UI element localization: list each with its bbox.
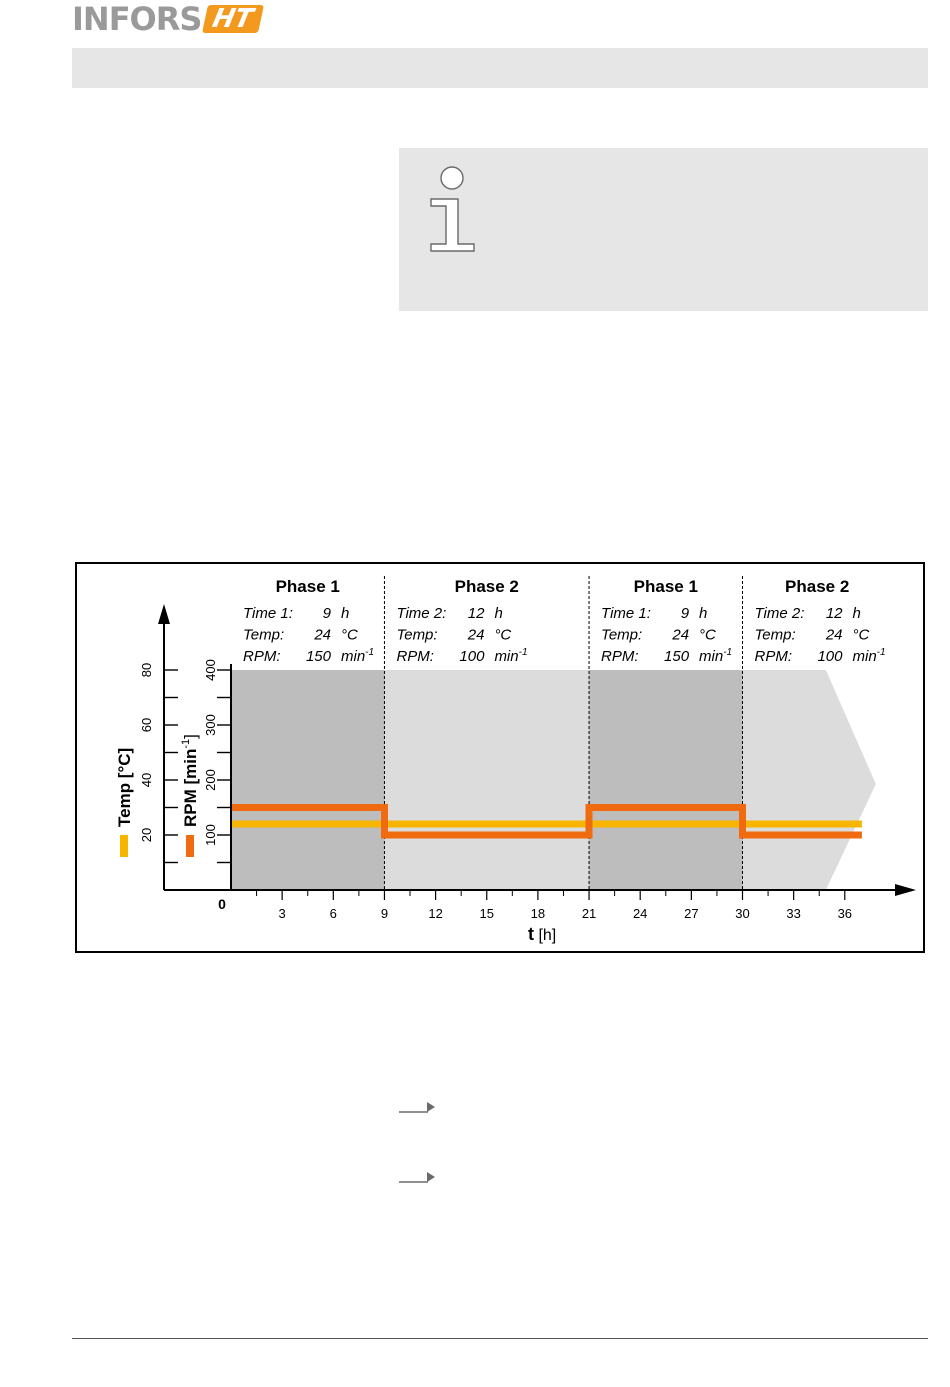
x-tick-label: 15 xyxy=(480,906,494,921)
temp-axis-title: Temp [°C] xyxy=(115,748,134,827)
infors-ht-logo: INFORS HT xyxy=(72,0,264,38)
phase-param-label: RPM: xyxy=(601,648,639,665)
phase-param-label: RPM: xyxy=(243,648,281,665)
phase-param-label: Temp: xyxy=(755,627,796,644)
phase-param-value: 9 xyxy=(681,605,690,622)
x-tick-label: 21 xyxy=(582,906,596,921)
phase-param-unit: °C xyxy=(494,627,511,644)
phase-param-unit: h xyxy=(853,605,861,622)
temp-tick-label: 20 xyxy=(139,828,154,842)
phase-band xyxy=(231,670,385,890)
x-tick-label: 27 xyxy=(684,906,698,921)
phase-param-unit: °C xyxy=(853,627,870,644)
phase-param-value: 24 xyxy=(825,627,843,644)
logo-mark: HT xyxy=(202,4,264,34)
phase-param-value: 12 xyxy=(468,605,485,622)
logo-text: INFORS xyxy=(72,0,202,38)
y-axis-arrow xyxy=(158,604,170,624)
phase-param-value: 150 xyxy=(306,648,332,665)
phase-param-value: 24 xyxy=(313,627,331,644)
phase-param-label: Time 2: xyxy=(396,605,446,622)
phase-param-label: Time 2: xyxy=(755,605,805,622)
phase-param-value: 12 xyxy=(826,605,843,622)
rpm-tick-label: 300 xyxy=(203,714,218,736)
phase-param-label: Temp: xyxy=(601,627,642,644)
phase-param-unit: °C xyxy=(699,627,716,644)
x-tick-label: 24 xyxy=(633,906,647,921)
phase-title: Phase 2 xyxy=(455,577,519,596)
phase-param-label: RPM: xyxy=(755,648,793,665)
phase-param-label: Temp: xyxy=(243,627,284,644)
rpm-tick-label: 200 xyxy=(203,769,218,791)
phase-title: Phase 2 xyxy=(785,577,849,596)
rpm-tick-label: 100 xyxy=(203,824,218,846)
x-tick-label: 18 xyxy=(531,906,545,921)
temp-tick-label: 80 xyxy=(139,663,154,677)
x-tick-label: 12 xyxy=(428,906,442,921)
phase-param-value: 150 xyxy=(664,648,690,665)
info-note-box xyxy=(399,148,928,311)
temp-tick-label: 40 xyxy=(139,773,154,787)
x-tick-label: 9 xyxy=(381,906,388,921)
rpm-legend-swatch xyxy=(186,835,194,857)
x-tick-label: 3 xyxy=(279,906,286,921)
phase-param-label: Time 1: xyxy=(243,605,293,622)
step-arrow-icon xyxy=(399,1172,435,1183)
x-tick-label: 33 xyxy=(786,906,800,921)
phase-param-label: Temp: xyxy=(396,627,437,644)
x-axis-title: t [h] xyxy=(528,924,556,944)
phase-param-unit: h xyxy=(699,605,707,622)
x-axis-arrow xyxy=(895,884,916,896)
x-tick-label: 30 xyxy=(735,906,749,921)
phase-param-value: 9 xyxy=(323,605,332,622)
phase-param-label: Time 1: xyxy=(601,605,651,622)
phase-param-unit: h xyxy=(494,605,502,622)
x-tick-label: 6 xyxy=(330,906,337,921)
phase-param-label: RPM: xyxy=(396,648,434,665)
rpm-axis-title: RPM [min-1] xyxy=(180,734,200,827)
phase-band xyxy=(589,670,743,890)
origin-label: 0 xyxy=(218,896,226,912)
info-icon xyxy=(430,166,475,252)
chapter-header-bar xyxy=(72,48,928,88)
phase-title: Phase 1 xyxy=(634,577,698,596)
phase-title: Phase 1 xyxy=(276,577,340,596)
rpm-tick-label: 400 xyxy=(203,659,218,681)
phase-param-value: 24 xyxy=(467,627,485,644)
phase-param-value: 100 xyxy=(817,648,843,665)
phase-param-value: 24 xyxy=(671,627,689,644)
phase-band xyxy=(384,670,590,890)
footer-rule xyxy=(72,1338,928,1339)
rpm-series-line xyxy=(231,804,862,839)
step-arrow-icon xyxy=(399,1102,435,1113)
phase-param-value: 100 xyxy=(459,648,485,665)
phase-param-unit: °C xyxy=(341,627,358,644)
temp-tick-label: 60 xyxy=(139,718,154,732)
phase-param-unit: h xyxy=(341,605,349,622)
x-tick-label: 36 xyxy=(838,906,852,921)
temp-legend-swatch xyxy=(120,835,128,857)
